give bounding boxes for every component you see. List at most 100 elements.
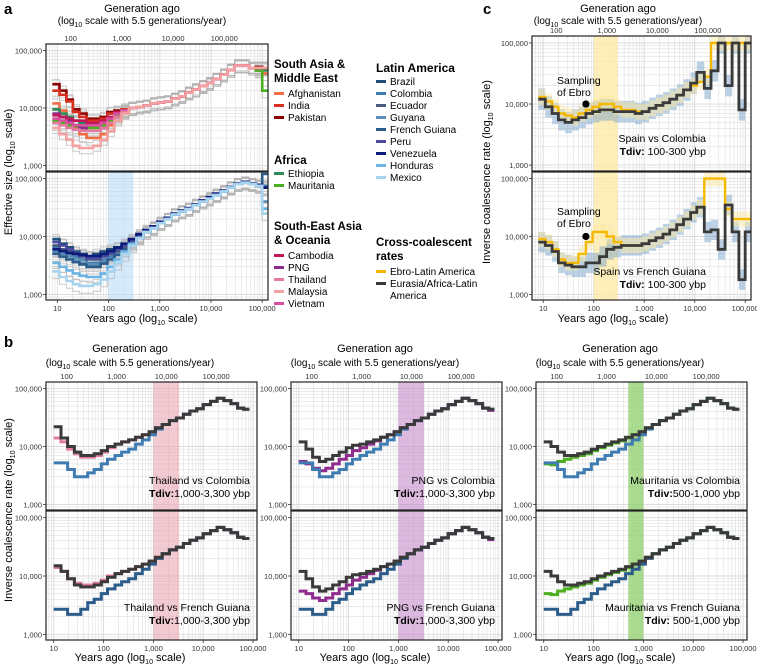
b-1-top-generation-tick-label: 1,000	[107, 372, 126, 381]
legend-south-asia-title-2: Middle East	[274, 73, 338, 85]
b-3-top-frame	[535, 381, 748, 511]
b-3-bottom-x-tick-label: 10,000	[682, 644, 705, 653]
a-top-generation-tick-label: 10,000	[162, 34, 185, 43]
b2-generation-subtitle: (log10 scale with 5.5 generations/year)	[291, 358, 459, 371]
b-1-top-frame	[45, 381, 258, 511]
c-bottom-y-tick-label: 1,000	[509, 290, 528, 299]
b3-top-pair-label: Mauritania vs Colombia	[630, 475, 740, 487]
legend-png: PNG	[288, 263, 310, 274]
c-generation-subtitle: (log10 scale with 5.5 generations/year)	[534, 16, 702, 29]
c-top-background	[532, 36, 751, 171]
a-top-series-malaysia	[52, 64, 268, 150]
legend-mexico: Mexico	[390, 173, 422, 184]
a-top-generation-tick-label: 1,000	[112, 34, 131, 43]
c-top-frame	[531, 35, 752, 172]
b3-gs-post: scale with 5.5 generations/year)	[560, 358, 704, 369]
legend-vietnam: Vietnam	[288, 299, 325, 310]
a-x-pre: Years ago (log	[87, 313, 158, 325]
b2-bottom-tdiv-value: 1,000-3,300 ybp	[419, 615, 495, 627]
c-x-axis-title: Years ago (log10 scale)	[558, 313, 669, 327]
panel-letter-a: a	[4, 1, 13, 18]
b2-bottom-pair-label: PNG vs French Guiana	[386, 602, 495, 614]
b-1-bottom-x-tick-label: 10,000	[192, 644, 215, 653]
c-top-y-tick-label: 1,000	[509, 161, 528, 170]
b1-top-tdiv-value: 1,000-3,300 ybp	[174, 488, 250, 500]
legend-colombia: Colombia	[390, 89, 433, 100]
c-top-tdiv-key: Tdiv:	[620, 146, 645, 158]
c-bottom-x-tick-label: 100,000	[732, 304, 757, 313]
c-gen-sub-pre: (log	[534, 16, 551, 27]
c-bottom-background	[532, 172, 751, 300]
b-y-sub: 10	[10, 450, 17, 458]
b3-x-post: scale)	[643, 652, 675, 664]
c-top-generation-tick-label: 1,000	[597, 26, 616, 35]
b3-x-axis-title: Years ago (log10 scale)	[565, 652, 676, 666]
b1-x-sub: 10	[145, 659, 153, 666]
b-3-top-tdiv-band	[628, 382, 644, 510]
legend-ethiopia: Ethiopia	[288, 169, 325, 180]
b-1-bottom-x-tick-label: 100	[97, 644, 110, 653]
c-top-series-eurasia-africa-latin-america	[538, 41, 751, 124]
b-2-top-y-tick-label: 1,000	[268, 500, 287, 509]
b-1-bottom-series-eurasia-africa-latin-america	[53, 525, 250, 589]
c-top-generation-tick-label: 100,000	[694, 26, 721, 35]
b-1-top-background	[46, 382, 257, 510]
b1-gs-sub: 10	[62, 364, 70, 371]
c-bottom-pair-label: Spain vs French Guiana	[593, 266, 706, 278]
a-y-axis-title: Effective size (log10 scale)	[3, 109, 17, 235]
b2-gs-sub: 10	[307, 364, 315, 371]
a-y-post: scale)	[3, 109, 15, 141]
legend-cross-title-1: Cross-coalescent	[376, 237, 472, 249]
b-2-bottom-series-eurasia-africa-latin-america	[298, 525, 495, 593]
b-2-top-generation-tick-label: 100	[305, 372, 318, 381]
legend-key-cambodia	[274, 254, 284, 257]
b2-generation-title: Generation ago	[337, 343, 413, 355]
b-2-top-background	[291, 382, 502, 510]
b-2-bottom-x-tick-label: 10	[295, 644, 303, 653]
c-y-sub: 10	[488, 112, 495, 120]
legend-key-mauritania	[274, 184, 284, 187]
c-x-post: scale)	[636, 313, 668, 325]
legend-ecuador: Ecuador	[390, 101, 428, 112]
b-3-top-y-tick-label: 100,000	[505, 385, 532, 394]
a-top-bootstrap-line	[52, 70, 268, 155]
b-2-top-generation-tick-label: 10,000	[400, 372, 423, 381]
b1-x-pre: Years ago (log	[75, 652, 146, 664]
b-2-bottom-x-tick-label: 1,000	[389, 644, 408, 653]
b1-generation-subtitle: (log10 scale with 5.5 generations/year)	[46, 358, 214, 371]
a-top-generation-tick-label: 100	[64, 34, 77, 43]
a-gen-sub-sub: 10	[74, 22, 82, 29]
legend-key-malaysia	[274, 290, 284, 293]
b-2-bottom-x-tick-label: 10,000	[437, 644, 460, 653]
legend-key-ethiopia	[274, 172, 284, 175]
a-top-y-tick-label: 100,000	[15, 47, 42, 56]
b1-generation-title: Generation ago	[92, 343, 168, 355]
plot-layer: 1,000 10,000 100,000 1,000 10,000 100,000 1,00…	[15, 26, 757, 653]
b-3-top-generation-tick-label: 100,000	[693, 372, 720, 381]
b-2-bottom-y-tick-label: 10,000	[264, 572, 287, 581]
b3-generation-subtitle: (log10 scale with 5.5 generations/year)	[536, 358, 704, 371]
c-bottom-sampling-1: Sampling	[557, 206, 601, 218]
legend-key-pakistan	[274, 116, 284, 119]
b-2-bottom-y-tick-label: 100,000	[260, 514, 287, 523]
c-bottom-x-tick-label: 100	[587, 304, 600, 313]
legend-eurasia-latin: Eurasia/Africa-Latin	[390, 279, 477, 290]
a-bottom-y-tick-label: 1,000	[23, 290, 42, 299]
b1-x-axis-title: Years ago (log10 scale)	[75, 652, 186, 666]
b-1-bottom-y-tick-label: 10,000	[19, 572, 42, 581]
b-1-bottom-y-tick-label: 100,000	[15, 514, 42, 523]
legend-thailand: Thailand	[288, 275, 326, 286]
a-gen-sub-pre: (log	[58, 16, 75, 27]
a-top-y-tick-label: 1,000	[23, 161, 42, 170]
b2-x-sub: 10	[390, 659, 398, 666]
b2-bottom-tdiv-label: Tdiv:1,000-3,300 ybp	[394, 615, 495, 627]
a-generation-subtitle: (log10 scale with 5.5 generations/year)	[58, 16, 226, 29]
a-top-y-tick-label: 10,000	[19, 104, 42, 113]
b3-top-tdiv-label: Tdiv:500-1,000 ybp	[648, 488, 740, 500]
b-1-top-generation-tick-label: 100	[60, 372, 73, 381]
legend-brazil: Brazil	[390, 77, 415, 88]
a-y-pre: Effective size (log	[3, 149, 15, 235]
legend-key-ecuador	[376, 104, 386, 107]
b1-bottom-pair-label: Thailand vs French Guiana	[124, 602, 250, 614]
b2-bottom-tdiv-key: Tdiv:	[394, 615, 419, 627]
